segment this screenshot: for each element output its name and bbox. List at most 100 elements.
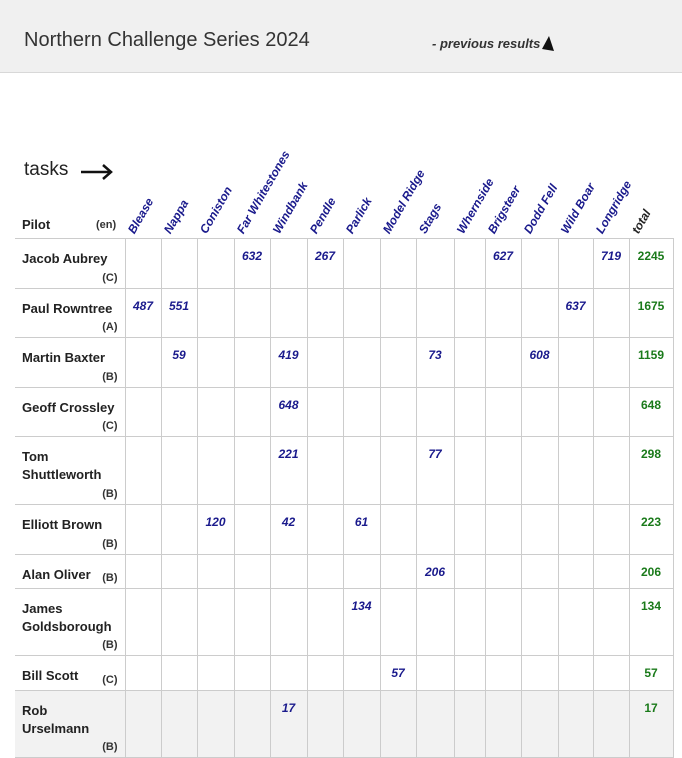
score-cell[interactable]: 73 <box>415 337 455 388</box>
score-cell <box>233 554 271 589</box>
score-value <box>235 555 270 565</box>
score-cell[interactable]: 632 <box>233 238 271 289</box>
score-value <box>381 691 416 701</box>
score-cell <box>415 504 455 555</box>
score-cell <box>453 554 486 589</box>
score-cell[interactable]: 57 <box>379 655 417 691</box>
score-cell[interactable]: 608 <box>520 337 559 388</box>
score-cell[interactable]: 487 <box>124 288 162 338</box>
score-value <box>162 437 197 447</box>
task-header[interactable]: Coniston <box>196 183 235 236</box>
score-value <box>235 505 270 515</box>
task-header[interactable]: Wild Boar <box>557 180 598 236</box>
score-cell[interactable]: 221 <box>269 436 308 505</box>
score-value <box>198 289 234 299</box>
score-value: 206 <box>424 565 446 579</box>
pilot-name[interactable]: Geoff Crossley <box>22 400 115 415</box>
pilot-cell: Paul Rowntree (A) <box>15 288 126 338</box>
score-value <box>344 388 380 398</box>
score-value <box>198 338 234 348</box>
score-cell <box>233 288 271 338</box>
score-cell[interactable]: 42 <box>269 504 308 555</box>
pilot-name[interactable]: Jacob Aubrey <box>22 251 108 266</box>
task-header[interactable]: Pendle <box>306 194 339 236</box>
score-cell[interactable]: 419 <box>269 337 308 388</box>
pilot-name[interactable]: Alan Oliver <box>22 567 91 582</box>
score-value <box>308 437 343 447</box>
score-value <box>417 289 454 299</box>
score-cell[interactable]: 719 <box>592 238 630 289</box>
score-value <box>594 589 629 599</box>
score-value <box>522 656 558 666</box>
score-cell[interactable]: 267 <box>306 238 344 289</box>
score-value <box>235 338 270 348</box>
task-header[interactable]: Windbank <box>269 179 311 236</box>
score-value <box>455 338 485 348</box>
score-cell <box>520 288 559 338</box>
score-cell[interactable]: 637 <box>557 288 594 338</box>
task-header[interactable]: Longridge <box>592 178 635 236</box>
pilot-name[interactable]: Paul Rowntree <box>22 301 113 316</box>
task-header[interactable]: Parlick <box>342 194 375 236</box>
score-cell <box>557 238 594 289</box>
pilot-name[interactable]: James Goldsborough <box>22 601 112 634</box>
score-cell <box>520 655 559 691</box>
score-cell <box>233 655 271 691</box>
score-cell[interactable]: 120 <box>196 504 235 555</box>
score-cell <box>520 387 559 437</box>
pilot-class: (B) <box>102 371 118 383</box>
score-value <box>522 239 558 249</box>
task-header[interactable]: Stags <box>415 200 445 236</box>
previous-results-link[interactable]: - previous results <box>432 36 541 51</box>
score-cell[interactable]: 77 <box>415 436 455 505</box>
score-cell[interactable]: 61 <box>342 504 381 555</box>
score-cell[interactable]: 627 <box>484 238 522 289</box>
score-value: 221 <box>278 447 299 461</box>
score-value <box>235 437 270 447</box>
score-value <box>486 505 521 515</box>
pilot-class: (A) <box>102 321 118 333</box>
score-cell <box>520 588 559 656</box>
score-cell[interactable]: 206 <box>415 554 455 589</box>
score-cell <box>557 337 594 388</box>
total-cell: 2245 <box>628 238 674 289</box>
task-header[interactable]: Blease <box>124 195 157 236</box>
score-cell <box>233 690 271 758</box>
total-value: 2245 <box>637 249 665 263</box>
pilot-name[interactable]: Rob Urselmann <box>22 703 90 736</box>
pilot-name[interactable]: Martin Baxter <box>22 350 106 365</box>
score-cell[interactable]: 134 <box>342 588 381 656</box>
score-cell <box>233 436 271 505</box>
table-row: James Goldsborough (B) 134 134 <box>15 588 674 656</box>
pilot-name[interactable]: Tom Shuttleworth <box>22 449 102 482</box>
triangle-up-icon[interactable] <box>542 36 554 51</box>
score-value <box>486 289 521 299</box>
score-cell <box>453 690 486 758</box>
score-cell <box>557 655 594 691</box>
score-value <box>126 437 161 447</box>
score-value: 487 <box>132 299 154 313</box>
score-cell[interactable]: 17 <box>269 690 308 758</box>
score-cell[interactable]: 551 <box>160 288 198 338</box>
score-cell <box>453 588 486 656</box>
pilot-class: (C) <box>102 420 118 432</box>
pilot-cell: Jacob Aubrey (C) <box>15 238 126 289</box>
pilot-name[interactable]: Elliott Brown <box>22 517 103 532</box>
score-cell[interactable]: 59 <box>160 337 198 388</box>
task-header[interactable]: Nappa <box>160 197 192 236</box>
score-cell[interactable]: 648 <box>269 387 308 437</box>
score-value <box>559 388 593 398</box>
pilot-cell: Martin Baxter (B) <box>15 337 126 388</box>
score-cell <box>592 337 630 388</box>
score-value <box>126 338 161 348</box>
task-header[interactable]: Dodd Fell <box>520 181 561 236</box>
score-value <box>594 437 629 447</box>
score-cell <box>342 554 381 589</box>
pilot-name[interactable]: Bill Scott <box>22 668 79 683</box>
score-cell <box>592 288 630 338</box>
score-value: 419 <box>278 348 299 362</box>
score-value <box>271 656 307 666</box>
score-cell <box>196 436 235 505</box>
score-value <box>417 505 454 515</box>
score-value <box>559 338 593 348</box>
